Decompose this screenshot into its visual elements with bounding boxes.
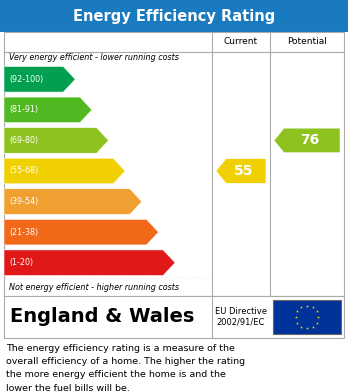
Text: Potential: Potential (287, 38, 327, 47)
Bar (273, 300, 341, 334)
Bar (4, 296, 344, 338)
Text: (55-68): (55-68) (9, 167, 38, 176)
Text: (21-38): (21-38) (9, 228, 38, 237)
Text: Very energy efficient - lower running costs: Very energy efficient - lower running co… (9, 54, 179, 63)
Text: C: C (111, 134, 120, 147)
Text: EU Directive
2002/91/EC: EU Directive 2002/91/EC (215, 307, 267, 327)
Text: 55: 55 (234, 164, 254, 178)
Text: (81-91): (81-91) (9, 105, 38, 114)
Polygon shape (4, 189, 142, 214)
Text: (39-54): (39-54) (9, 197, 38, 206)
Polygon shape (4, 97, 92, 123)
Text: B: B (94, 103, 103, 117)
Text: (69-80): (69-80) (9, 136, 38, 145)
Polygon shape (274, 128, 340, 153)
Text: (1-20): (1-20) (9, 258, 33, 267)
Bar (0, 0, 348, 32)
Text: Current: Current (224, 38, 258, 47)
Bar (4, 32, 344, 296)
Text: 76: 76 (300, 133, 319, 147)
Polygon shape (216, 159, 266, 183)
Polygon shape (4, 219, 158, 245)
Text: A: A (77, 73, 87, 86)
Polygon shape (4, 127, 109, 153)
Text: The energy efficiency rating is a measure of the
overall efficiency of a home. T: The energy efficiency rating is a measur… (6, 344, 245, 391)
Polygon shape (4, 158, 125, 184)
Text: F: F (160, 226, 169, 239)
Text: (92-100): (92-100) (9, 75, 43, 84)
Text: G: G (177, 256, 187, 269)
Text: Not energy efficient - higher running costs: Not energy efficient - higher running co… (9, 283, 179, 292)
Polygon shape (4, 66, 75, 92)
Text: D: D (127, 165, 137, 178)
Polygon shape (4, 250, 175, 276)
Text: E: E (144, 195, 152, 208)
Text: Energy Efficiency Rating: Energy Efficiency Rating (73, 9, 275, 23)
Text: England & Wales: England & Wales (10, 307, 195, 326)
